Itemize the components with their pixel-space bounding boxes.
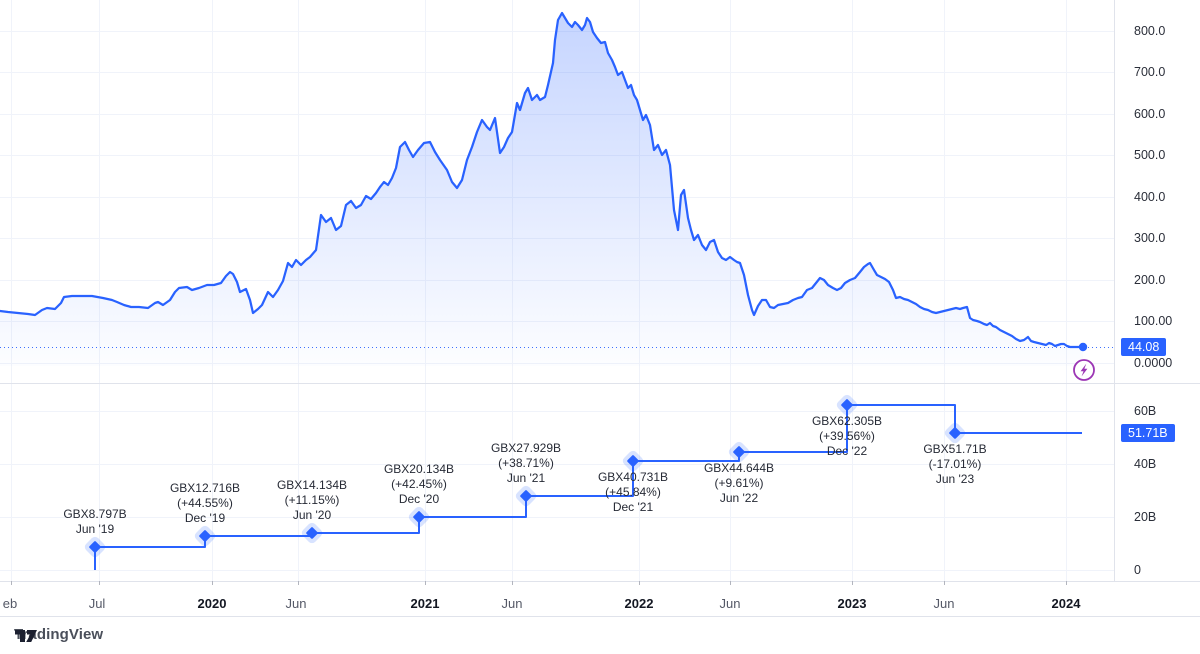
lightning-badge-icon[interactable]: [1073, 359, 1095, 381]
financials-last-value-badge: 51.71B: [1121, 424, 1175, 442]
report-marker-diamond[interactable]: [306, 527, 319, 540]
report-marker-diamond[interactable]: [89, 541, 102, 554]
financials-step-line: [94, 404, 1082, 570]
report-marker-diamond[interactable]: [949, 427, 962, 440]
tradingview-logo[interactable]: TradingView: [14, 626, 103, 643]
report-marker-diamond[interactable]: [733, 446, 746, 459]
price-scale-axis[interactable]: [1114, 0, 1200, 581]
report-marker-diamond[interactable]: [520, 490, 533, 503]
data-point-markers: [84, 359, 1095, 558]
series-shapes: [0, 11, 1114, 570]
report-marker-diamond[interactable]: [841, 399, 854, 412]
price-area-fill: [0, 13, 1083, 366]
report-marker-diamond[interactable]: [627, 455, 640, 468]
report-marker-diamond[interactable]: [199, 530, 212, 543]
price-last-value-badge: 44.08: [1121, 338, 1167, 356]
axis-frame-lines: [0, 0, 1200, 617]
time-axis[interactable]: [0, 581, 1114, 616]
report-marker-diamond[interactable]: [413, 511, 426, 524]
price-line-end-dot: [1078, 342, 1088, 352]
price-line: [0, 11, 1085, 349]
tradingview-logo-mark-icon: [15, 630, 37, 642]
